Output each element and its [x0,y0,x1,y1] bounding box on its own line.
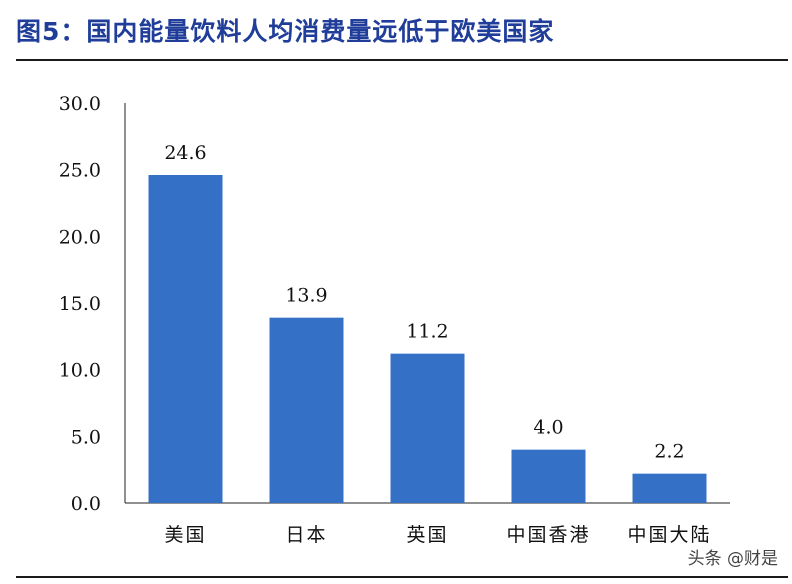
bars [148,175,707,503]
chart-title: 图5：国内能量饮料人均消费量远低于欧美国家 [16,17,555,46]
x-tick-label: 英国 [406,524,448,546]
bar-value-label: 11.2 [406,321,448,343]
x-tick-label: 美国 [164,524,206,546]
bar-value-label: 13.9 [285,285,327,307]
x-tick-label: 中国大陆 [627,524,711,546]
value-labels: 24.6 13.9 11.2 4.0 2.2 [164,142,684,463]
y-tick-label: 20.0 [59,226,101,248]
y-tick-labels: 0.0 5.0 10.0 15.0 20.0 25.0 30.0 [59,93,101,515]
bottom-rule [16,576,788,578]
bar [511,449,586,503]
y-tick-label: 5.0 [71,426,101,448]
y-tick-label: 15.0 [59,293,101,315]
x-tick-label: 日本 [285,524,327,546]
bar [148,175,223,503]
bar-value-label: 24.6 [164,142,206,164]
bar-value-label: 4.0 [533,417,563,439]
y-tick-label: 0.0 [71,493,101,515]
bar-value-label: 2.2 [654,441,684,463]
bar [269,317,344,503]
top-rule [16,59,788,61]
y-tick-label: 30.0 [59,93,101,115]
bar [390,353,465,503]
y-tick-label: 10.0 [59,360,101,382]
watermark-text: 头条 @财是 [687,549,778,569]
x-tick-label: 中国香港 [506,524,590,546]
y-tick-label: 25.0 [59,160,101,182]
x-tick-labels: 美国 日本 英国 中国香港 中国大陆 [164,524,711,546]
bar [632,473,707,503]
